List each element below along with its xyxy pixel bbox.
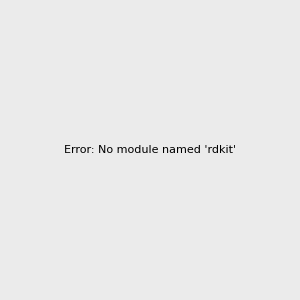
Text: Error: No module named 'rdkit': Error: No module named 'rdkit' [64, 145, 236, 155]
